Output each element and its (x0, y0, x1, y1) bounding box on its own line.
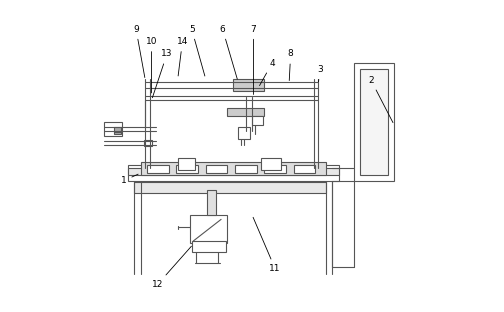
Bar (104, 122, 122, 136)
Bar (227, 108, 265, 116)
Text: 9: 9 (133, 25, 145, 77)
Bar (141, 162, 326, 174)
Bar (178, 158, 195, 170)
Bar (294, 165, 316, 173)
Bar (135, 182, 326, 193)
Bar (176, 165, 198, 173)
Text: 13: 13 (152, 50, 173, 98)
Bar (147, 165, 168, 173)
Text: 14: 14 (177, 37, 188, 76)
Text: 5: 5 (189, 25, 205, 76)
Text: 12: 12 (152, 246, 192, 289)
Text: 4: 4 (260, 59, 275, 85)
Bar (233, 79, 265, 91)
Bar (261, 158, 281, 170)
Text: 8: 8 (288, 50, 293, 80)
Bar (114, 127, 120, 134)
Bar (144, 140, 152, 146)
Bar (235, 165, 257, 173)
Bar (265, 165, 286, 173)
Text: 2: 2 (368, 76, 393, 123)
Bar (360, 69, 388, 174)
Bar (354, 63, 394, 181)
Text: 7: 7 (250, 25, 257, 95)
Text: 11: 11 (253, 217, 281, 273)
Text: 1: 1 (121, 174, 138, 185)
Bar (192, 241, 226, 252)
Bar (252, 116, 263, 125)
Text: 10: 10 (146, 37, 157, 93)
Text: 3: 3 (317, 65, 323, 82)
Bar (206, 165, 227, 173)
Bar (129, 165, 339, 181)
Bar (207, 190, 216, 215)
Bar (129, 168, 339, 174)
Bar (190, 215, 227, 243)
Bar (238, 127, 250, 139)
Text: 6: 6 (220, 25, 237, 79)
